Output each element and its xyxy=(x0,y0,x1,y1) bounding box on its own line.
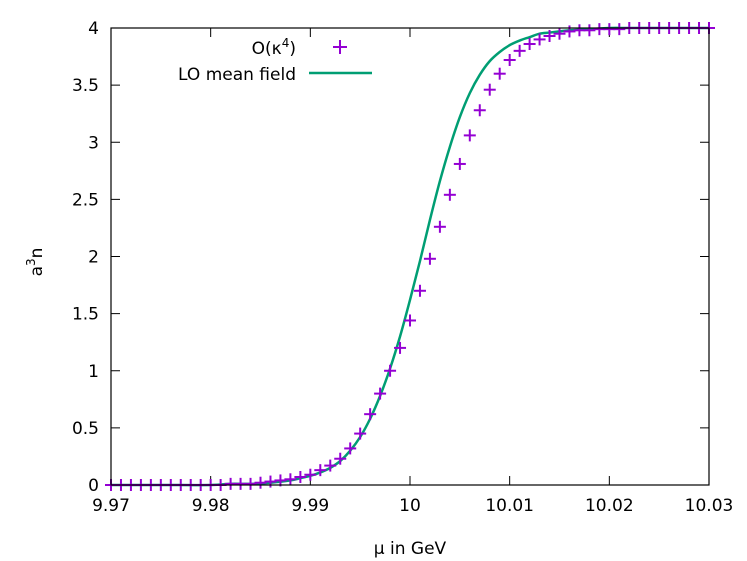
data-point-plus-marker xyxy=(423,252,436,265)
data-point-plus-marker xyxy=(254,476,267,489)
data-point-plus-marker xyxy=(314,464,327,477)
data-point-plus-marker xyxy=(394,341,407,354)
x-tick-label: 10.02 xyxy=(585,496,634,516)
legend-swatch-plus-marker xyxy=(333,40,347,54)
data-point-plus-marker xyxy=(264,475,277,488)
x-tick-label: 9.98 xyxy=(192,496,230,516)
data-point-plus-marker xyxy=(503,53,516,66)
data-point-plus-marker xyxy=(483,83,496,96)
y-tick-label: 0.5 xyxy=(72,419,99,439)
x-tick-label: 9.99 xyxy=(291,496,329,516)
data-point-plus-marker xyxy=(304,468,317,481)
data-point-plus-marker xyxy=(613,23,626,36)
y-tick-label: 1 xyxy=(88,362,99,382)
plot-frame xyxy=(110,27,710,486)
ticks-layer xyxy=(110,27,710,486)
data-point-plus-marker xyxy=(433,220,446,233)
y-tick-label: 2.5 xyxy=(72,190,99,210)
data-point-plus-marker xyxy=(244,477,257,490)
legend-label-o-kappa4: O(κ4) xyxy=(252,36,296,59)
x-tick-label: 10.03 xyxy=(685,496,734,516)
data-point-plus-marker xyxy=(533,33,546,46)
series-layer xyxy=(105,22,715,491)
data-point-plus-marker xyxy=(463,129,476,142)
data-point-plus-marker xyxy=(404,314,416,327)
data-point-plus-marker xyxy=(553,27,566,40)
y-tick-label: 1.5 xyxy=(72,305,99,325)
data-point-plus-marker xyxy=(473,104,486,117)
y-tick-label: 3.5 xyxy=(72,76,99,96)
tick-labels-layer: 9.97 9.98 9.99 10 10.01 10.02 10.03 0 0.5 1 1.5 2 2.… xyxy=(72,19,733,516)
x-axis-label: μ in GeV xyxy=(374,539,447,559)
data-point-plus-marker xyxy=(453,157,466,170)
data-point-plus-marker xyxy=(413,284,426,297)
data-point-plus-marker xyxy=(493,67,506,80)
data-point-plus-marker xyxy=(334,452,347,465)
x-tick-label: 10 xyxy=(399,496,421,516)
data-point-plus-marker xyxy=(583,24,596,37)
data-point-plus-marker xyxy=(364,408,377,421)
data-point-plus-marker xyxy=(523,37,536,50)
y-tick-label: 0 xyxy=(88,476,99,496)
data-point-plus-marker xyxy=(513,44,526,57)
data-point-plus-marker xyxy=(543,29,556,42)
series-line-lo-mean-field xyxy=(111,26,709,487)
data-point-plus-marker xyxy=(384,364,397,377)
y-tick-label: 2 xyxy=(88,248,99,268)
legend-label-lo-mean-field: LO mean field xyxy=(178,65,296,85)
data-point-plus-marker xyxy=(443,188,456,201)
x-tick-label: 9.97 xyxy=(92,496,130,516)
y-axis-label: a3n xyxy=(24,248,47,277)
data-point-plus-marker xyxy=(563,25,576,38)
legend: O(κ4) LO mean field xyxy=(178,36,372,85)
data-point-plus-marker xyxy=(324,459,337,472)
data-point-plus-marker xyxy=(294,471,307,484)
data-point-plus-marker xyxy=(284,473,297,486)
y-tick-label: 4 xyxy=(88,19,99,39)
y-tick-label: 3 xyxy=(88,133,99,153)
data-point-plus-marker xyxy=(344,442,357,455)
x-tick-label: 10.01 xyxy=(485,496,534,516)
data-point-plus-marker xyxy=(354,427,367,440)
data-point-plus-marker xyxy=(374,387,387,400)
